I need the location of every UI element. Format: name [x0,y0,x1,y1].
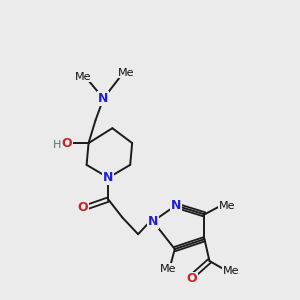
Text: Me: Me [223,266,239,276]
Text: N: N [98,92,109,105]
Text: O: O [77,201,88,214]
Text: Me: Me [118,68,134,78]
Text: O: O [61,136,72,150]
Text: N: N [103,171,114,184]
Text: O: O [186,272,197,285]
Text: Me: Me [74,72,91,82]
Text: Me: Me [219,202,236,212]
Text: H: H [53,140,61,150]
Text: N: N [171,199,181,212]
Text: Me: Me [160,264,176,274]
Text: N: N [148,215,158,228]
